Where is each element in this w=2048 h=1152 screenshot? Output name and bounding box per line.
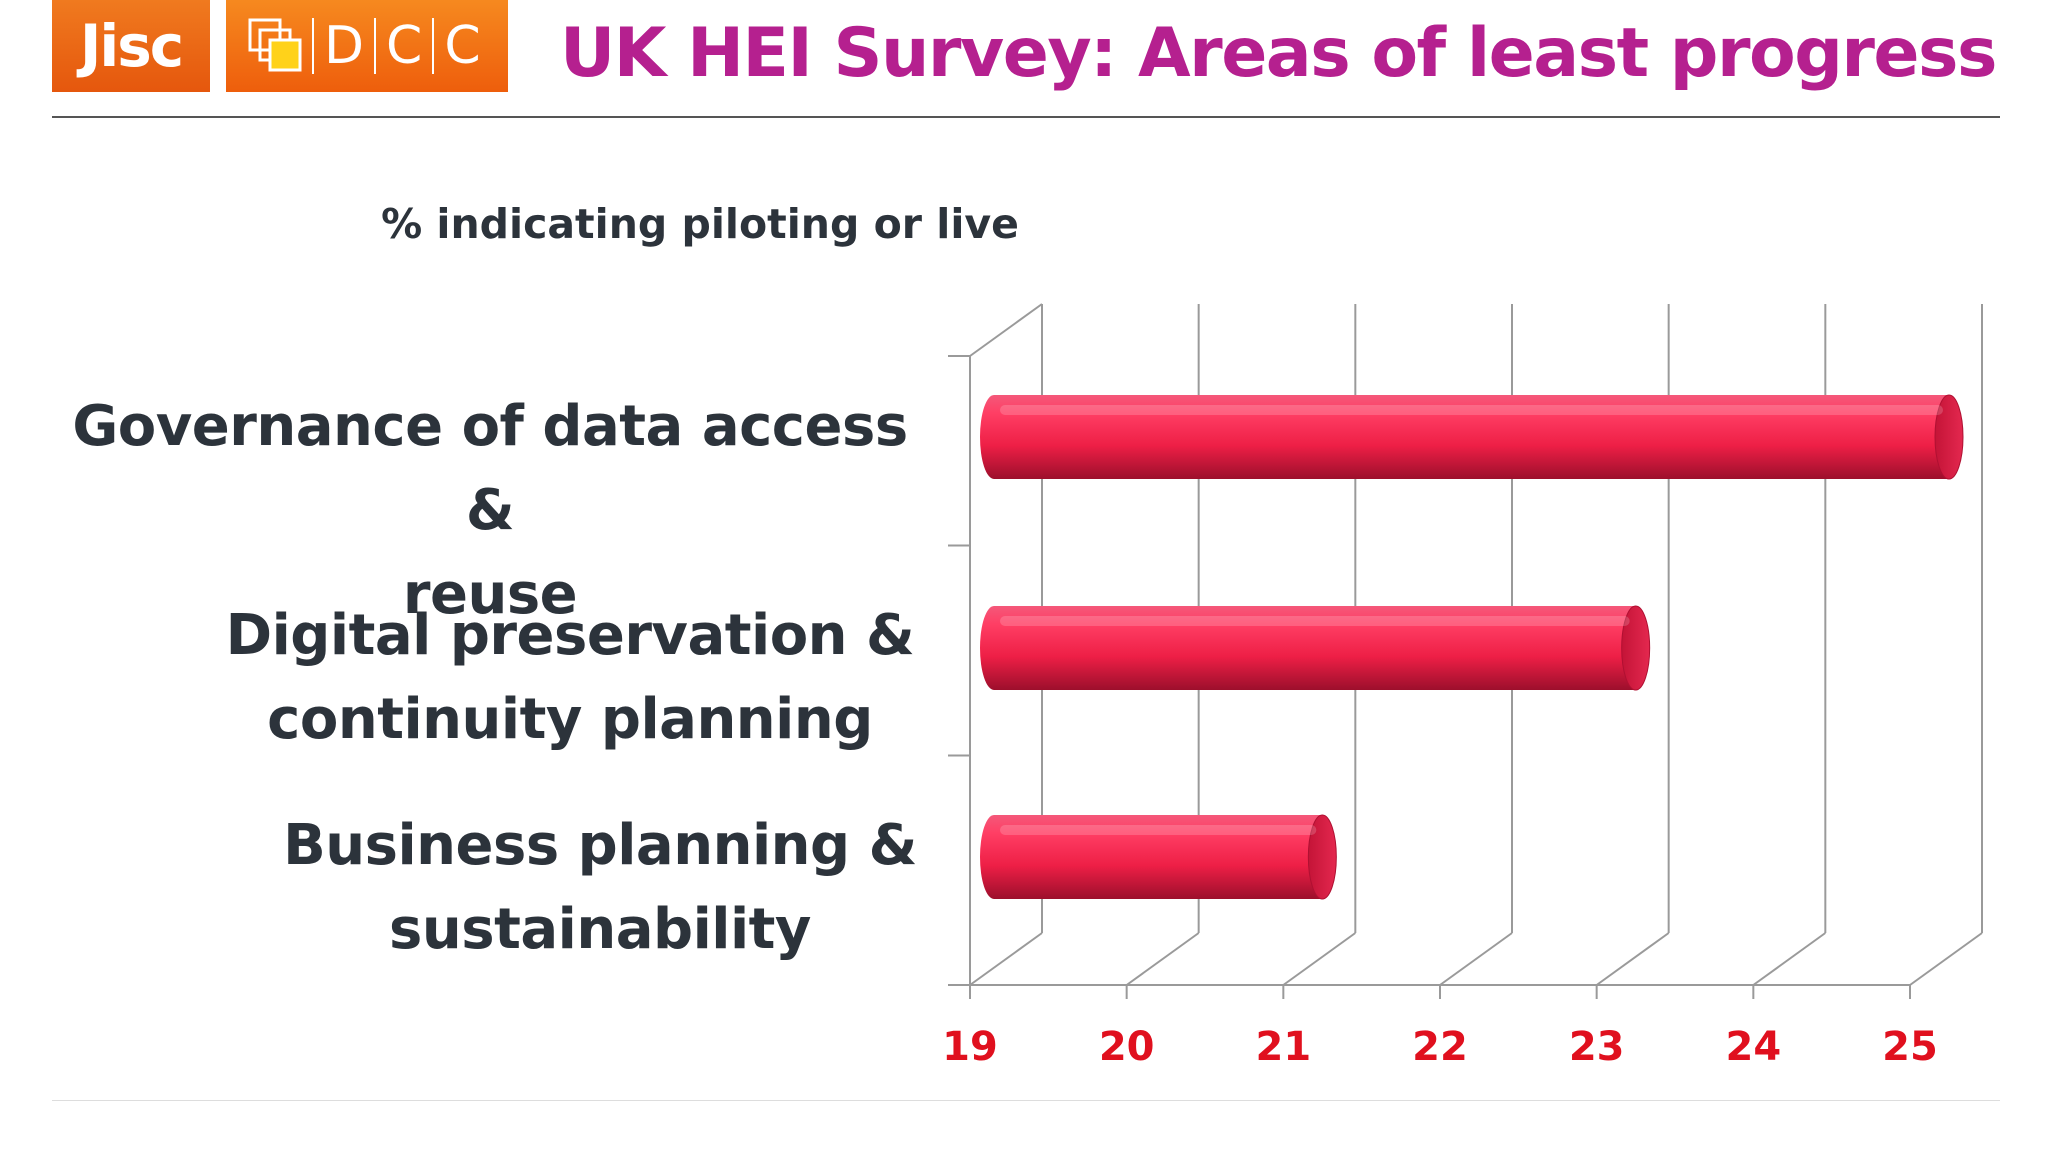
jisc-logo: Jisc [52,0,210,92]
bar-2 [980,814,1337,900]
category-label-governance-line-1: Governance of data access & [72,394,908,543]
bar-highlight-2 [1000,825,1317,835]
category-label-digital-preservation: Digital preservation & continuity planni… [120,594,1020,762]
bar-0 [980,394,1964,480]
floor-line-23 [1596,932,1670,986]
category-label-digital-preservation-line-2: continuity planning [267,687,873,752]
floor-line-21 [1282,932,1356,986]
dcc-squares-icon [248,18,302,72]
x-tick-label-22: 22 [1412,1024,1468,1070]
dcc-logo-letters: D C C [312,18,491,74]
dcc-logo: D C C [226,0,508,92]
floor-line-24 [1752,932,1826,986]
page-title: UK HEI Survey: Areas of least progress [560,14,1997,93]
floor-line-20 [1126,932,1200,986]
floor-line-22 [1439,932,1513,986]
dcc-letter-d: D [312,18,374,74]
category-label-governance: Governance of data access & reuse [40,385,940,637]
bar-1 [980,605,1651,691]
dcc-letter-c1: C [374,18,432,74]
category-label-governance-line-2: reuse [402,562,578,627]
x-tick-label-24: 24 [1725,1024,1781,1070]
x-tick-label-19: 19 [942,1024,998,1070]
bar-body-2 [980,815,1337,899]
bar-highlight-1 [1000,616,1630,626]
x-tick-label-23: 23 [1569,1024,1625,1070]
bar-cap-2 [1307,814,1337,900]
wall-top-edge [969,303,1043,357]
floor-line-19 [969,932,1043,986]
header-divider [52,116,2000,118]
category-label-business-planning: Business planning & sustainability [150,804,1050,972]
x-tick-label-20: 20 [1099,1024,1155,1070]
bar-highlight-0 [1000,405,1943,415]
category-label-business-planning-line-1: Business planning & [283,813,917,878]
bar-cap-1 [1621,605,1651,691]
x-tick-label-21: 21 [1255,1024,1311,1070]
category-label-business-planning-line-2: sustainability [389,897,811,962]
footer-divider [52,1100,2000,1101]
category-label-digital-preservation-line-1: Digital preservation & [225,603,915,668]
bar-body-0 [980,395,1963,479]
bar-body-1 [980,606,1650,690]
x-tick-label-25: 25 [1882,1024,1938,1070]
floor-line-25 [1909,932,1983,986]
jisc-logo-text: Jisc [79,12,184,80]
bar-cap-0 [1934,394,1964,480]
dcc-letter-c2: C [432,18,490,74]
chart-title: % indicating piloting or live [381,200,1019,248]
